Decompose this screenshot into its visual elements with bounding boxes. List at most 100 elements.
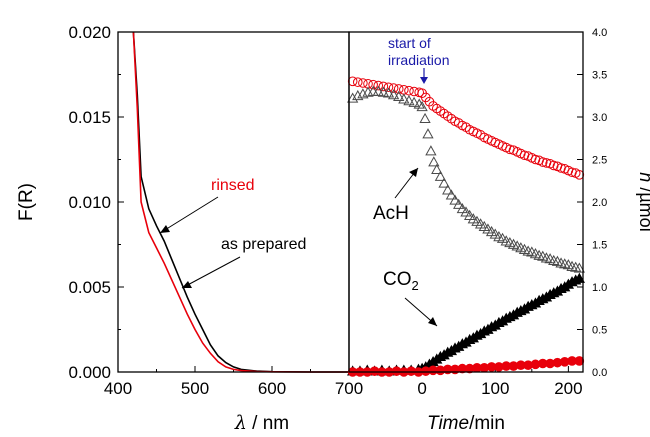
data-point xyxy=(382,87,395,98)
right-y-tick-label: 0.5 xyxy=(592,325,607,337)
right-x-axis-label: Time/min xyxy=(427,413,505,434)
scatter-series-open-triangle xyxy=(347,85,585,273)
left-panel: 400 500 600 700 0.000 0.005 0.010 0.015 0.020 F(… xyxy=(16,23,363,434)
data-point xyxy=(393,90,405,101)
data-point xyxy=(537,157,548,167)
line-series-as-prepared xyxy=(132,31,349,373)
data-point xyxy=(453,198,465,209)
right-y-tick-label: 2.5 xyxy=(592,155,607,167)
annotation-as-prepared-arrowhead xyxy=(182,281,192,288)
data-point xyxy=(505,144,515,155)
data-point xyxy=(540,252,553,263)
data-point xyxy=(548,254,560,265)
right-x-axis-symbol: Time xyxy=(427,413,469,434)
annotation-co2-subscript: 2 xyxy=(412,278,419,293)
data-point xyxy=(445,189,458,200)
annotation-ach: AcH xyxy=(373,203,409,224)
data-point xyxy=(352,89,364,101)
data-point xyxy=(431,163,443,175)
data-point xyxy=(533,249,545,260)
right-y-tick-label: 1.5 xyxy=(592,240,607,252)
left-y-axis-label: F(R) xyxy=(16,183,37,221)
data-point xyxy=(387,89,400,100)
data-point xyxy=(428,156,440,167)
data-point xyxy=(419,112,431,124)
data-point xyxy=(378,81,389,92)
data-point xyxy=(377,86,390,97)
data-point xyxy=(404,85,414,96)
left-y-tick-label: 0.020 xyxy=(68,23,111,42)
annotation-as-prepared-arrow xyxy=(181,256,241,289)
right-panel: 0 100 200 0.0 0.5 1.0 1.5 2.0 2.5 3.0 3.5 4.0 n /µm… xyxy=(347,27,650,434)
data-point xyxy=(358,78,368,88)
right-y-tick-label: 0.0 xyxy=(592,367,607,379)
annotation-irradiation: irradiation xyxy=(388,52,449,68)
left-series xyxy=(132,31,349,373)
data-point xyxy=(573,272,585,283)
left-x-axis-label: λ / nm xyxy=(234,412,289,434)
data-point xyxy=(519,150,530,161)
right-plot-frame xyxy=(348,31,584,373)
left-ticks: 400 500 600 700 0.000 0.005 0.010 0.015 0.020 xyxy=(68,23,363,398)
left-y-tick-label: 0.000 xyxy=(68,363,111,382)
right-x-tick-label: 200 xyxy=(554,379,582,398)
data-point xyxy=(357,88,369,99)
data-point xyxy=(460,206,472,217)
annotation-rinsed: rinsed xyxy=(211,177,255,194)
annotation-co2-text: CO xyxy=(383,269,412,290)
data-point xyxy=(388,83,399,93)
left-x-tick-label: 700 xyxy=(335,379,363,398)
annotation-rinsed-arrowhead xyxy=(160,225,170,233)
data-point xyxy=(425,145,437,156)
data-point xyxy=(403,95,415,106)
right-x-axis-unit: /min xyxy=(469,413,505,434)
left-x-tick-label: 600 xyxy=(258,379,286,398)
right-y-tick-label: 1.0 xyxy=(592,282,607,294)
data-point xyxy=(352,77,363,87)
data-point xyxy=(573,262,585,273)
annotation-irradiation-arrowhead xyxy=(420,77,428,84)
left-y-tick-label: 0.015 xyxy=(68,108,111,127)
data-point xyxy=(372,85,384,96)
data-point xyxy=(422,128,434,139)
data-point xyxy=(530,154,541,165)
data-point xyxy=(556,163,566,173)
right-series xyxy=(347,76,585,377)
data-point xyxy=(522,245,534,256)
annotation-as-prepared: as prepared xyxy=(221,236,306,253)
data-point xyxy=(559,258,571,269)
data-point xyxy=(368,79,378,90)
data-point xyxy=(570,261,582,272)
data-point xyxy=(438,177,450,188)
right-ticks: 0 100 200 0.0 0.5 1.0 1.5 2.0 2.5 3.0 3.5 4.0 xyxy=(385,27,607,398)
left-plot-frame xyxy=(117,31,350,373)
right-x-tick-label: 100 xyxy=(481,379,509,398)
data-point xyxy=(408,96,420,107)
right-x-tick-label: 0 xyxy=(417,379,426,398)
right-y-tick-label: 3.5 xyxy=(592,70,607,82)
right-y-axis-symbol: n xyxy=(636,172,650,182)
annotation-ach-arrowhead xyxy=(409,168,418,177)
left-y-tick-label: 0.010 xyxy=(68,193,111,212)
scatter-series-filled-circle xyxy=(347,356,585,377)
annotation-start-of: start of xyxy=(388,35,431,51)
data-point xyxy=(416,100,428,112)
annotation-co2: CO2 xyxy=(383,269,419,293)
left-x-axis-symbol: λ xyxy=(234,412,247,434)
data-point xyxy=(464,209,476,220)
data-point xyxy=(555,257,567,268)
left-x-tick-label: 400 xyxy=(104,379,132,398)
data-point xyxy=(541,158,552,168)
data-point xyxy=(456,202,468,214)
data-point xyxy=(383,82,394,93)
data-point xyxy=(548,160,559,171)
annotation-co2-arrowhead xyxy=(428,317,437,326)
data-point xyxy=(434,170,447,181)
right-y-tick-label: 3.0 xyxy=(592,112,607,124)
right-y-axis-unit: /µmol xyxy=(636,182,650,231)
scatter-series-open-circle xyxy=(347,76,585,180)
right-y-tick-label: 4.0 xyxy=(592,27,607,39)
data-point xyxy=(442,184,454,195)
left-x-tick-label: 500 xyxy=(181,379,209,398)
